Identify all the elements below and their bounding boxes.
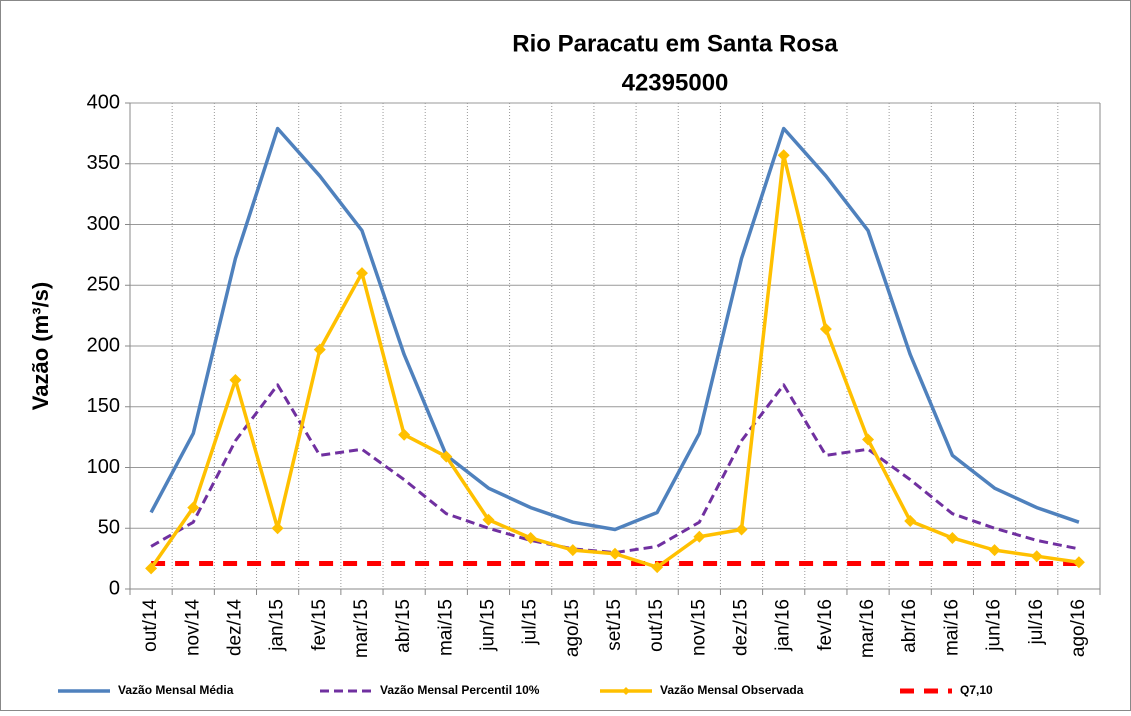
marker xyxy=(777,149,790,162)
x-tick-label: fev/16 xyxy=(815,599,836,651)
y-tick-label: 350 xyxy=(87,152,120,174)
x-tick-label: nov/14 xyxy=(182,599,203,656)
legend-marker xyxy=(622,687,630,695)
marker xyxy=(566,544,579,557)
x-tick-label: set/15 xyxy=(604,599,625,651)
marker xyxy=(524,531,537,544)
legend-label: Vazão Mensal Média xyxy=(118,683,234,697)
x-tick-label: abr/15 xyxy=(393,599,414,653)
y-tick-label: 50 xyxy=(98,517,120,539)
x-tick-label: out/14 xyxy=(140,599,161,652)
y-tick-label: 150 xyxy=(87,395,120,417)
series-line xyxy=(149,126,1080,532)
marker xyxy=(313,343,326,356)
x-tick-label: jul/16 xyxy=(1026,599,1047,645)
marker xyxy=(187,501,200,514)
marker xyxy=(355,267,368,280)
marker xyxy=(271,522,284,535)
x-tick-label: fev/15 xyxy=(309,599,330,651)
x-tick-label: mai/16 xyxy=(941,599,962,656)
marker xyxy=(398,428,411,441)
marker xyxy=(904,514,917,527)
x-tick-label: ago/16 xyxy=(1068,599,1089,657)
x-tick-label: dez/14 xyxy=(224,599,245,656)
x-tick-label: nov/15 xyxy=(688,599,709,656)
x-tick-label: abr/16 xyxy=(899,599,920,653)
marker xyxy=(988,544,1001,557)
x-tick-label: jan/16 xyxy=(773,599,794,652)
legend-label: Q7,10 xyxy=(960,683,993,697)
marker xyxy=(482,513,495,526)
chart-title: Rio Paracatu em Santa Rosa xyxy=(512,30,838,57)
x-tick-label: ago/15 xyxy=(562,599,583,657)
marker xyxy=(819,322,832,335)
marker xyxy=(440,450,453,463)
x-tick-label: mar/15 xyxy=(351,599,372,658)
y-tick-label: 100 xyxy=(87,456,120,478)
x-tick-label: out/15 xyxy=(646,599,667,652)
x-tick-label: mai/15 xyxy=(435,599,456,656)
marker xyxy=(609,547,621,560)
marker xyxy=(862,433,875,446)
y-axis-label: Vazão (m³/s) xyxy=(28,282,53,410)
x-tick-label: jun/15 xyxy=(477,599,498,652)
marker xyxy=(229,374,242,387)
marker xyxy=(1072,556,1085,569)
y-tick-label: 0 xyxy=(109,577,120,599)
marker xyxy=(946,531,959,544)
marker xyxy=(735,523,748,536)
marker xyxy=(145,562,158,575)
marker xyxy=(693,530,706,543)
marker xyxy=(651,561,664,574)
y-tick-label: 400 xyxy=(87,91,120,113)
chart-subtitle: 42395000 xyxy=(622,69,729,96)
legend-label: Vazão Mensal Observada xyxy=(660,683,804,697)
x-tick-label: jul/15 xyxy=(520,599,541,645)
x-tick-label: mar/16 xyxy=(857,599,878,658)
x-tick-label: jun/16 xyxy=(984,599,1005,652)
y-tick-label: 200 xyxy=(87,334,120,356)
x-tick-label: dez/15 xyxy=(731,599,752,656)
y-tick-label: 250 xyxy=(87,274,120,296)
legend-label: Vazão Mensal Percentil 10% xyxy=(380,683,540,697)
x-tick-label: jan/15 xyxy=(267,599,288,652)
marker xyxy=(1030,550,1043,563)
y-tick-label: 300 xyxy=(87,213,120,235)
